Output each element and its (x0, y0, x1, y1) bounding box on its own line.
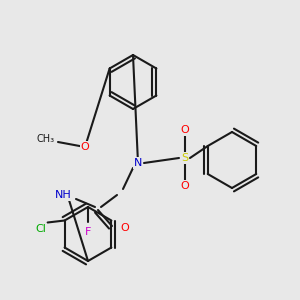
Text: S: S (182, 153, 189, 163)
Text: O: O (181, 125, 189, 135)
Text: O: O (181, 181, 189, 191)
Text: NH: NH (55, 190, 72, 200)
Text: CH₃: CH₃ (37, 134, 55, 144)
Text: F: F (85, 227, 91, 237)
Text: N: N (134, 158, 142, 168)
Text: O: O (120, 223, 129, 233)
Text: Cl: Cl (35, 224, 46, 233)
Text: O: O (81, 142, 89, 152)
